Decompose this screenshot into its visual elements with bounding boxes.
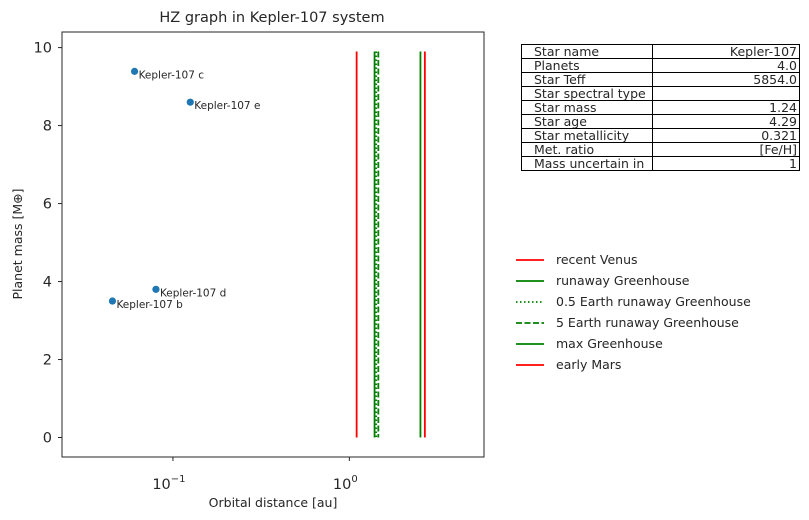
legend-item: 0.5 Earth runaway Greenhouse xyxy=(514,291,751,312)
table-row: Met. ratio [Fe/H] xyxy=(521,142,800,157)
legend-swatch xyxy=(516,258,544,261)
legend-swatch xyxy=(516,279,544,282)
star-info-table: Star name Kepler-107 Planets 4.0 Star Teff 58… xyxy=(521,44,800,171)
y-tick-label: 10 xyxy=(34,41,52,57)
table-row: Star Teff 5854.0 xyxy=(521,72,800,87)
legend-label: max Greenhouse xyxy=(556,336,663,351)
planet-point xyxy=(130,67,139,75)
x-tick-label: 10−1 xyxy=(152,474,185,493)
table-value-cell xyxy=(652,86,800,101)
table-label-cell: Mass uncertain in xyxy=(521,156,653,171)
table-row: Mass uncertain in 1 xyxy=(521,156,800,171)
chart-legend: recent Venus runaway Greenhouse 0.5 Earth … xyxy=(514,249,751,375)
table-label-cell: Planets xyxy=(521,58,653,73)
table-label-cell: Star metallicity xyxy=(521,128,653,143)
legend-label: runaway Greenhouse xyxy=(556,273,690,288)
legend-label: 5 Earth runaway Greenhouse xyxy=(556,315,739,330)
table-value-cell: [Fe/H] xyxy=(652,142,800,157)
legend-label: 0.5 Earth runaway Greenhouse xyxy=(556,294,751,309)
table-row: Star metallicity 0.321 xyxy=(521,128,800,143)
table-label-cell: Star mass xyxy=(521,100,653,115)
table-row: Star name Kepler-107 xyxy=(521,44,800,59)
x-tick-label: 100 xyxy=(333,474,358,493)
legend-label: recent Venus xyxy=(556,252,638,267)
y-tick-label: 8 xyxy=(43,119,52,135)
table-value-cell: 5854.0 xyxy=(652,72,800,87)
legend-label: early Mars xyxy=(556,357,622,372)
table-value-cell: 1 xyxy=(652,156,800,171)
y-axis-label: Planet mass [M⊕] xyxy=(10,188,25,299)
planet-label: Kepler-107 d xyxy=(160,287,226,299)
legend-swatch xyxy=(516,342,544,345)
table-row: Star spectral type xyxy=(521,86,800,101)
planet-point xyxy=(186,98,194,106)
table-label-cell: Star spectral type xyxy=(521,86,653,101)
table-label-cell: Star Teff xyxy=(521,72,653,87)
chart-title: HZ graph in Kepler-107 system xyxy=(159,10,384,26)
legend-item: 5 Earth runaway Greenhouse xyxy=(514,312,751,333)
table-label-cell: Met. ratio xyxy=(521,142,653,157)
legend-swatch xyxy=(516,363,544,366)
plot-frame xyxy=(61,31,485,458)
table-label-cell: Star age xyxy=(521,114,653,129)
legend-swatch xyxy=(516,300,544,303)
legend-item: runaway Greenhouse xyxy=(514,270,751,291)
table-value-cell: 4.29 xyxy=(652,114,800,129)
planet-label: Kepler-107 c xyxy=(139,69,205,81)
table-value-cell: 0.321 xyxy=(652,128,800,143)
y-tick-label: 0 xyxy=(43,431,52,447)
y-tick-label: 4 xyxy=(43,275,52,291)
planet-point xyxy=(108,297,117,305)
legend-item: early Mars xyxy=(514,354,751,375)
table-row: Planets 4.0 xyxy=(521,58,800,73)
table-row: Star mass 1.24 xyxy=(521,100,800,115)
table-label-cell: Star name xyxy=(521,44,653,59)
legend-item: recent Venus xyxy=(514,249,751,270)
y-tick-label: 2 xyxy=(43,353,52,369)
y-tick-label: 6 xyxy=(43,197,52,213)
table-value-cell: Kepler-107 xyxy=(652,44,800,59)
legend-swatch xyxy=(516,321,544,324)
planet-label: Kepler-107 e xyxy=(194,100,260,112)
x-axis-label: Orbital distance [au] xyxy=(209,495,338,510)
planet-point xyxy=(152,285,160,293)
table-value-cell: 4.0 xyxy=(652,58,800,73)
table-value-cell: 1.24 xyxy=(652,100,800,115)
table-row: Star age 4.29 xyxy=(521,114,800,129)
legend-item: max Greenhouse xyxy=(514,333,751,354)
planet-label: Kepler-107 b xyxy=(116,299,183,311)
